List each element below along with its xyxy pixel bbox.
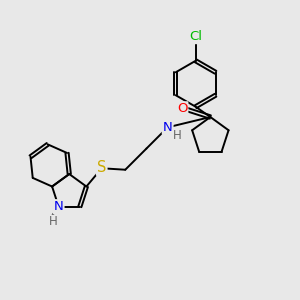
Text: N: N [54, 200, 64, 213]
Text: N: N [163, 121, 172, 134]
Text: H: H [173, 129, 182, 142]
Text: Cl: Cl [189, 30, 202, 43]
Text: O: O [177, 102, 187, 115]
Text: S: S [97, 160, 106, 175]
Text: H: H [49, 215, 57, 229]
